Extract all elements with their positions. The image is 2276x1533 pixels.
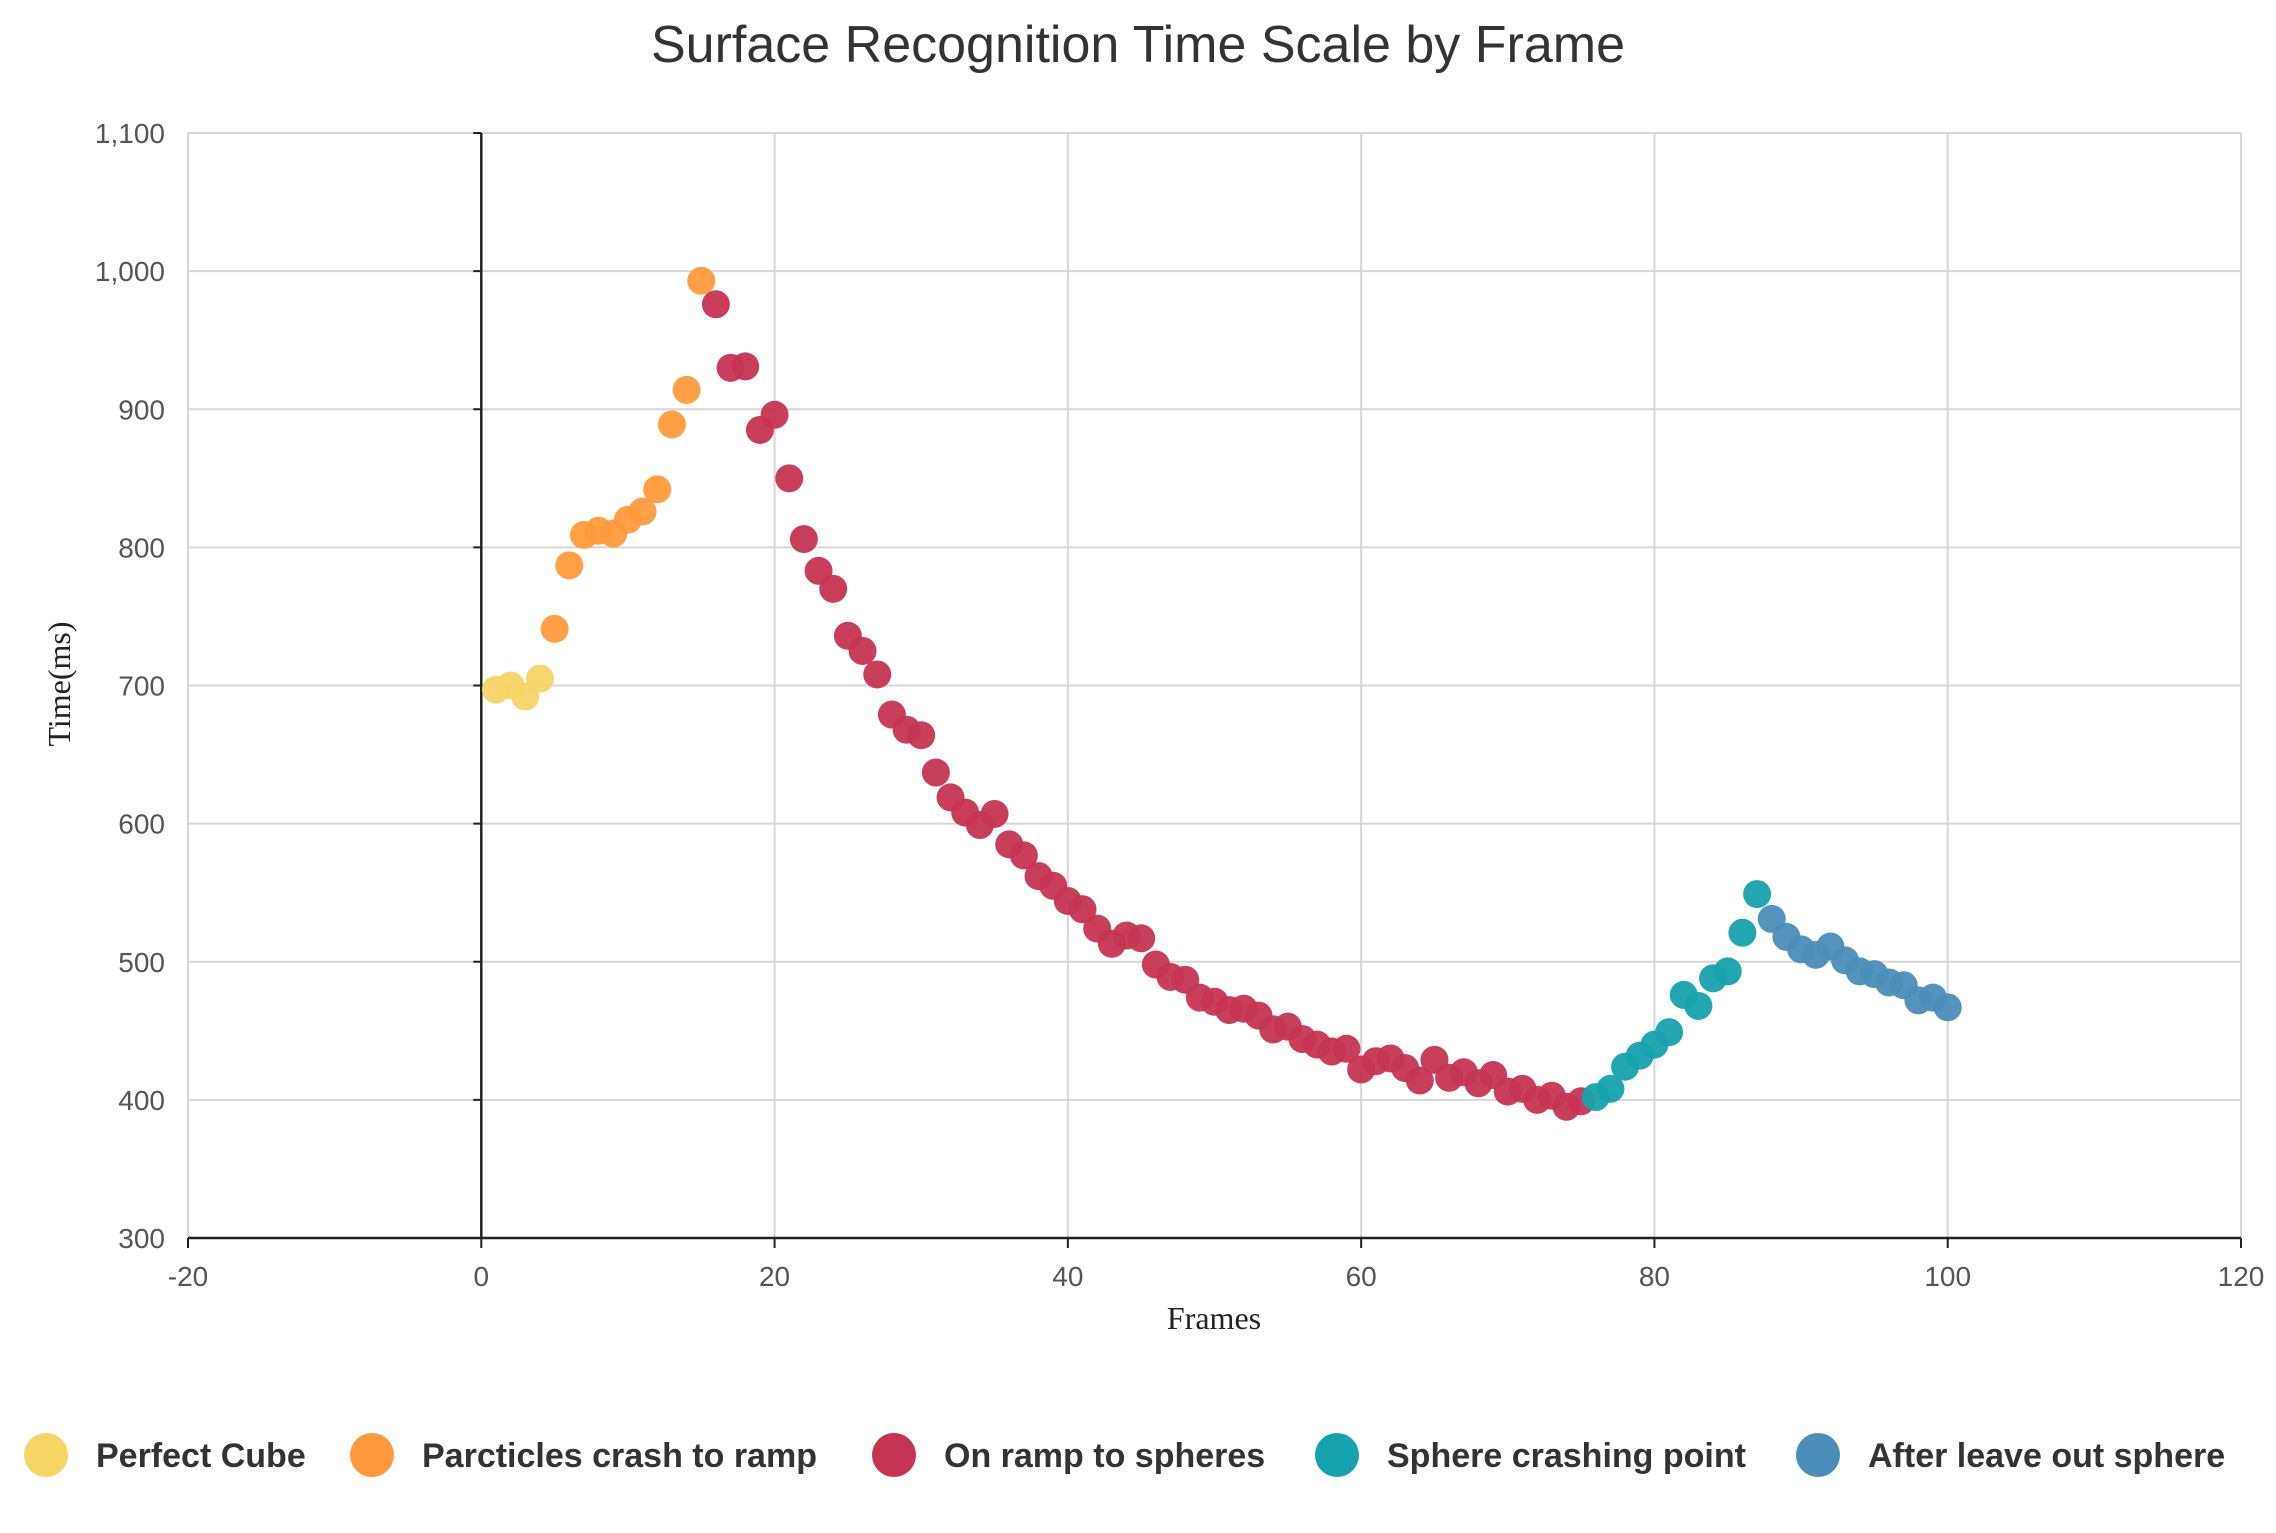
x-tick-label: 0 [473,1261,489,1292]
data-point-series-1 [525,664,554,693]
legend-label: After leave out sphere [1868,1437,2225,1475]
tick-labels: 300 400 500 600 700 800 900 1,000 1,100 -20 0 20 40 6… [95,118,2264,1292]
data-point-series-3 [907,721,936,750]
x-tick-label: 40 [1052,1261,1083,1292]
data-point-series-3 [1068,895,1097,924]
legend-marker [872,1433,916,1477]
data-point-series-3 [848,636,877,665]
x-tick-label: 120 [2218,1261,2265,1292]
legend: Perfect Cube Parcticles crash to ramp On r… [24,1433,2225,1477]
data-point-series-4 [1713,957,1742,986]
data-point-series-2 [672,375,701,404]
y-tick-label: 500 [118,947,165,978]
y-tick-label: 600 [118,809,165,840]
data-point-series-3 [1332,1034,1361,1063]
legend-item: After leave out sphere [1796,1433,2225,1477]
data-point-series-3 [701,290,730,319]
data-point-series-2 [540,614,569,643]
data-point-series-4 [1655,1018,1684,1047]
y-tick-label: 1,000 [95,256,165,287]
data-point-series-4 [1743,880,1772,909]
legend-marker [350,1433,394,1477]
x-tick-label: 80 [1639,1261,1670,1292]
data-point-series-3 [819,574,848,603]
data-point-series-3 [731,352,760,381]
legend-label: Perfect Cube [96,1437,306,1475]
data-point-series-3 [863,660,892,689]
legend-label: Parcticles crash to ramp [422,1437,817,1475]
legend-marker [1315,1433,1359,1477]
data-point-series-4 [1596,1074,1625,1103]
data-point-series-3 [760,400,789,429]
data-point-series-3 [1009,841,1038,870]
x-tick-label: 100 [1924,1261,1971,1292]
y-tick-label: 400 [118,1085,165,1116]
x-tick-label: -20 [168,1261,208,1292]
x-tick-label: 20 [759,1261,790,1292]
legend-item: Parcticles crash to ramp [350,1433,817,1477]
x-axis-label: Frames [1167,1300,1261,1336]
data-point-series-2 [687,266,716,295]
data-point-series-3 [980,799,1009,828]
data-point-series-3 [1405,1066,1434,1095]
data-point-series-2 [643,475,672,504]
data-point-series-2 [555,551,584,580]
data-points [481,266,1962,1121]
data-point-series-5 [1933,993,1962,1022]
data-point-series-4 [1728,918,1757,947]
legend-label: On ramp to spheres [944,1437,1265,1475]
data-point-series-3 [789,525,818,554]
y-tick-label: 1,100 [95,118,165,149]
data-point-series-3 [921,758,950,787]
legend-item: Sphere crashing point [1315,1433,1746,1477]
data-point-series-3 [1127,924,1156,953]
y-axis-label: Time(ms) [41,621,77,746]
y-tick-label: 700 [118,671,165,702]
legend-marker [24,1433,68,1477]
legend-label: Sphere crashing point [1387,1437,1746,1475]
x-tick-label: 60 [1346,1261,1377,1292]
legend-marker [1796,1433,1840,1477]
y-tick-label: 800 [118,532,165,563]
chart-title: Surface Recognition Time Scale by Frame [651,16,1625,74]
legend-item: On ramp to spheres [872,1433,1265,1477]
data-point-series-3 [775,464,804,493]
data-point-series-4 [1684,991,1713,1020]
y-tick-label: 900 [118,394,165,425]
legend-item: Perfect Cube [24,1433,306,1477]
axes [187,132,2242,1248]
y-tick-label: 300 [118,1223,165,1254]
data-point-series-2 [628,497,657,526]
data-point-series-2 [657,410,686,439]
